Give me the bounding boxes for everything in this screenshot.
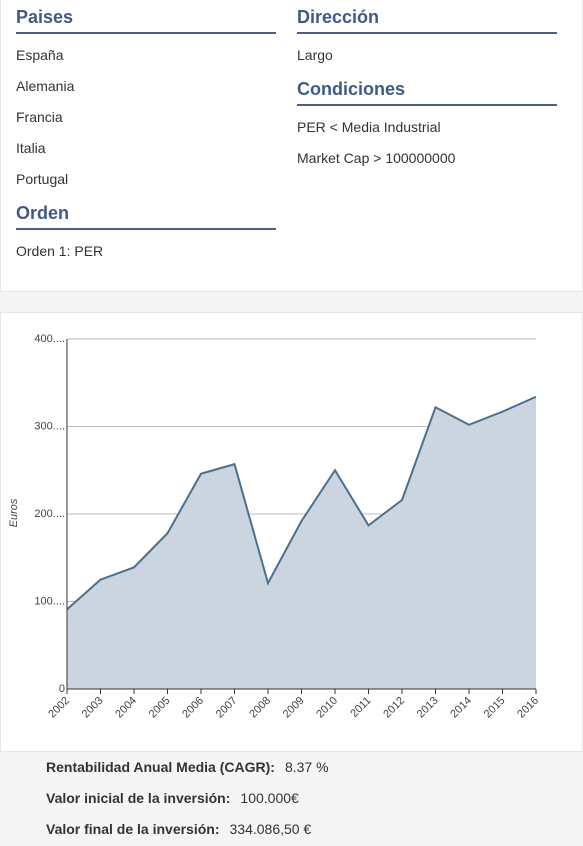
right-column: Dirección Largo Condiciones PER < Media In… [297,7,557,182]
area-fill [67,396,536,689]
x-tick-label: 2007 [214,695,240,721]
area-line [66,395,537,611]
item-list: Largo [297,40,557,71]
x-tick-label: 2011 [348,695,373,720]
x-tick-label: 2008 [247,695,273,721]
summary-value: 100.000€ [240,790,299,806]
section-title: Paises [16,7,276,34]
filters-card: Paises España Alemania Francia Italia Portuga… [0,0,583,292]
left-column: Paises España Alemania Francia Italia Portuga… [16,7,276,275]
x-tick-label: 2014 [448,695,474,721]
summary-label: Valor final de la inversión: [46,821,220,837]
filter-item: Francia [16,109,63,125]
item-list: España Alemania Francia Italia Portugal [16,40,276,195]
section-title: Dirección [297,7,557,34]
x-tick-label: 2013 [415,695,441,721]
summary-row: Valor final de la inversión: 334.086,50 € [46,821,311,837]
x-tick-label: 2002 [46,695,72,721]
filter-item: Alemania [16,78,75,94]
filter-item: Portugal [16,171,69,187]
y-tick-label: 0 [59,683,65,695]
y-tick-label: 300.... [34,420,65,432]
x-tick-label: 2010 [314,695,340,721]
chart-card: Euros 0 100.... 200.... 300.... 400.... 2002 2… [0,312,583,752]
summary-label: Rentabilidad Anual Media (CAGR): [46,759,275,775]
x-tick-label: 2016 [515,695,541,721]
filter-item: Market Cap > 100000000 [297,150,456,166]
filter-item: España [16,47,64,63]
y-tick-label: 200.... [34,508,65,520]
chart: Euros 0 100.... 200.... 300.... 400.... 2002 2… [8,333,541,721]
item-list: Orden 1: PER [16,236,276,267]
summary-row: Rentabilidad Anual Media (CAGR): 8.37 % [46,759,329,775]
section: Paises España Alemania Francia Italia Portuga… [16,7,276,195]
x-tick-label: 2009 [281,695,307,721]
summary-row: Valor inicial de la inversión: 100.000€ [46,790,299,806]
item-list: PER < Media Industrial Market Cap > 10000… [297,112,557,174]
section: Dirección Largo [297,7,557,71]
x-tick-label: 2012 [381,695,407,721]
filter-item: Largo [297,47,333,63]
summary-label: Valor inicial de la inversión: [46,790,231,806]
x-tick-label: 2003 [80,695,106,721]
filter-item: Orden 1: PER [16,243,104,259]
x-tick-label: 2005 [147,695,173,721]
summary-value: 8.37 % [284,759,329,775]
section: Condiciones PER < Media Industrial Market … [297,79,557,174]
y-axis-label: Euros [8,498,20,527]
filter-item: PER < Media Industrial [297,119,441,135]
section: Orden Orden 1: PER [16,203,276,267]
x-tick-label: 2015 [482,695,508,721]
x-tick-label: 2004 [113,695,139,721]
x-tick-label: 2006 [180,695,206,721]
summary-value: 334.086,50 € [229,821,312,837]
y-tick-label: 100.... [34,595,65,607]
y-tick-label: 400.... [34,333,65,345]
filter-item: Italia [16,140,46,156]
section-title: Condiciones [297,79,557,106]
section-title: Orden [16,203,276,230]
